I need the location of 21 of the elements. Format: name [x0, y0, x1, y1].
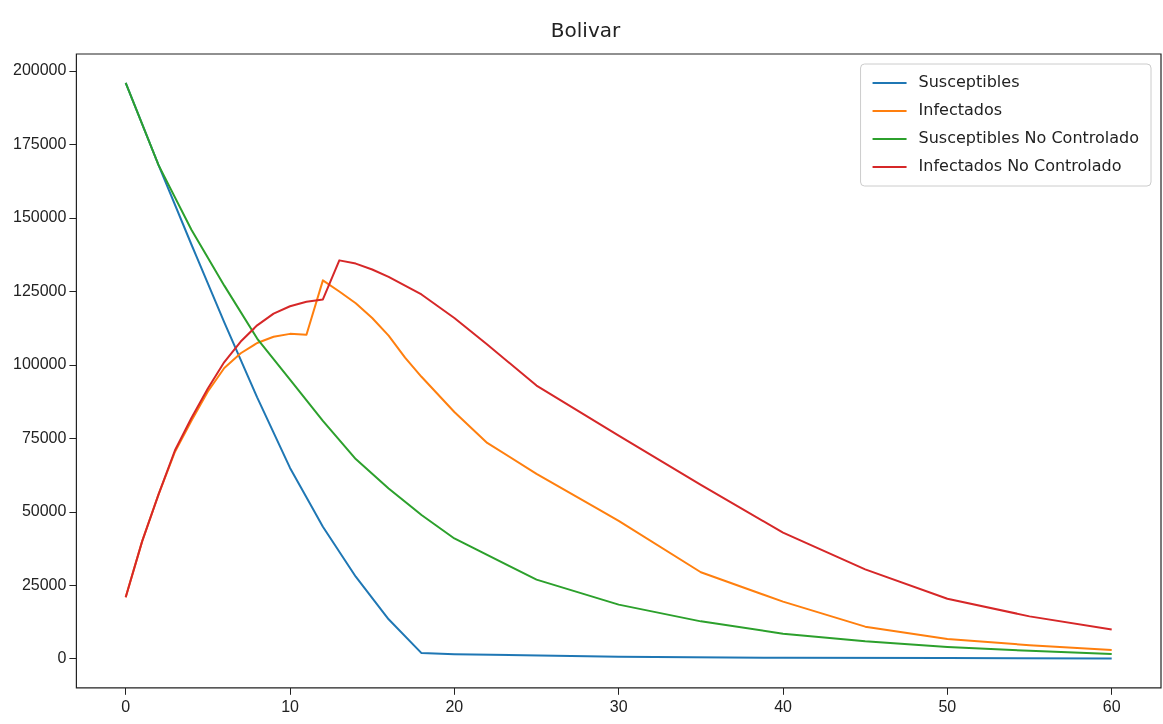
x-tick-label: 10: [281, 697, 300, 715]
y-tick-label: 175000: [13, 134, 67, 152]
y-tick-label: 100000: [13, 355, 67, 373]
y-tick-label: 200000: [13, 61, 67, 79]
x-tick-label: 60: [1102, 697, 1121, 715]
y-tick-label: 25000: [21, 575, 67, 593]
x-tick-label: 40: [774, 697, 793, 715]
y-tick-label: 125000: [13, 281, 67, 299]
legend-label: Susceptibles: [918, 72, 1020, 92]
y-tick-label: 75000: [21, 428, 67, 446]
x-tick-label: 30: [609, 697, 628, 715]
y-tick-label: 50000: [21, 502, 67, 520]
x-tick-label: 50: [938, 697, 957, 715]
legend-label: Infectados: [918, 100, 1003, 120]
y-tick-label: 150000: [13, 208, 67, 226]
legend-label: Infectados No Controlado: [918, 156, 1122, 176]
legend-label: Susceptibles No Controlado: [918, 128, 1140, 148]
x-tick-label: 20: [445, 697, 464, 715]
chart-title: Bolivar: [550, 18, 621, 43]
y-tick-label: 0: [57, 649, 67, 667]
x-tick-label: 0: [121, 697, 131, 715]
